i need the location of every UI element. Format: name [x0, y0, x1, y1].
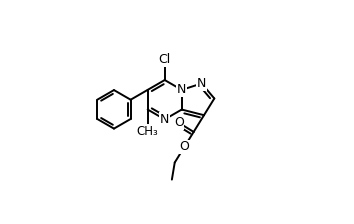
Text: Cl: Cl [159, 53, 171, 66]
Text: CH₃: CH₃ [137, 125, 159, 138]
Text: N: N [160, 113, 170, 126]
Text: N: N [177, 83, 187, 96]
Text: N: N [197, 77, 206, 90]
Text: O: O [179, 140, 189, 153]
Text: O: O [174, 116, 184, 129]
